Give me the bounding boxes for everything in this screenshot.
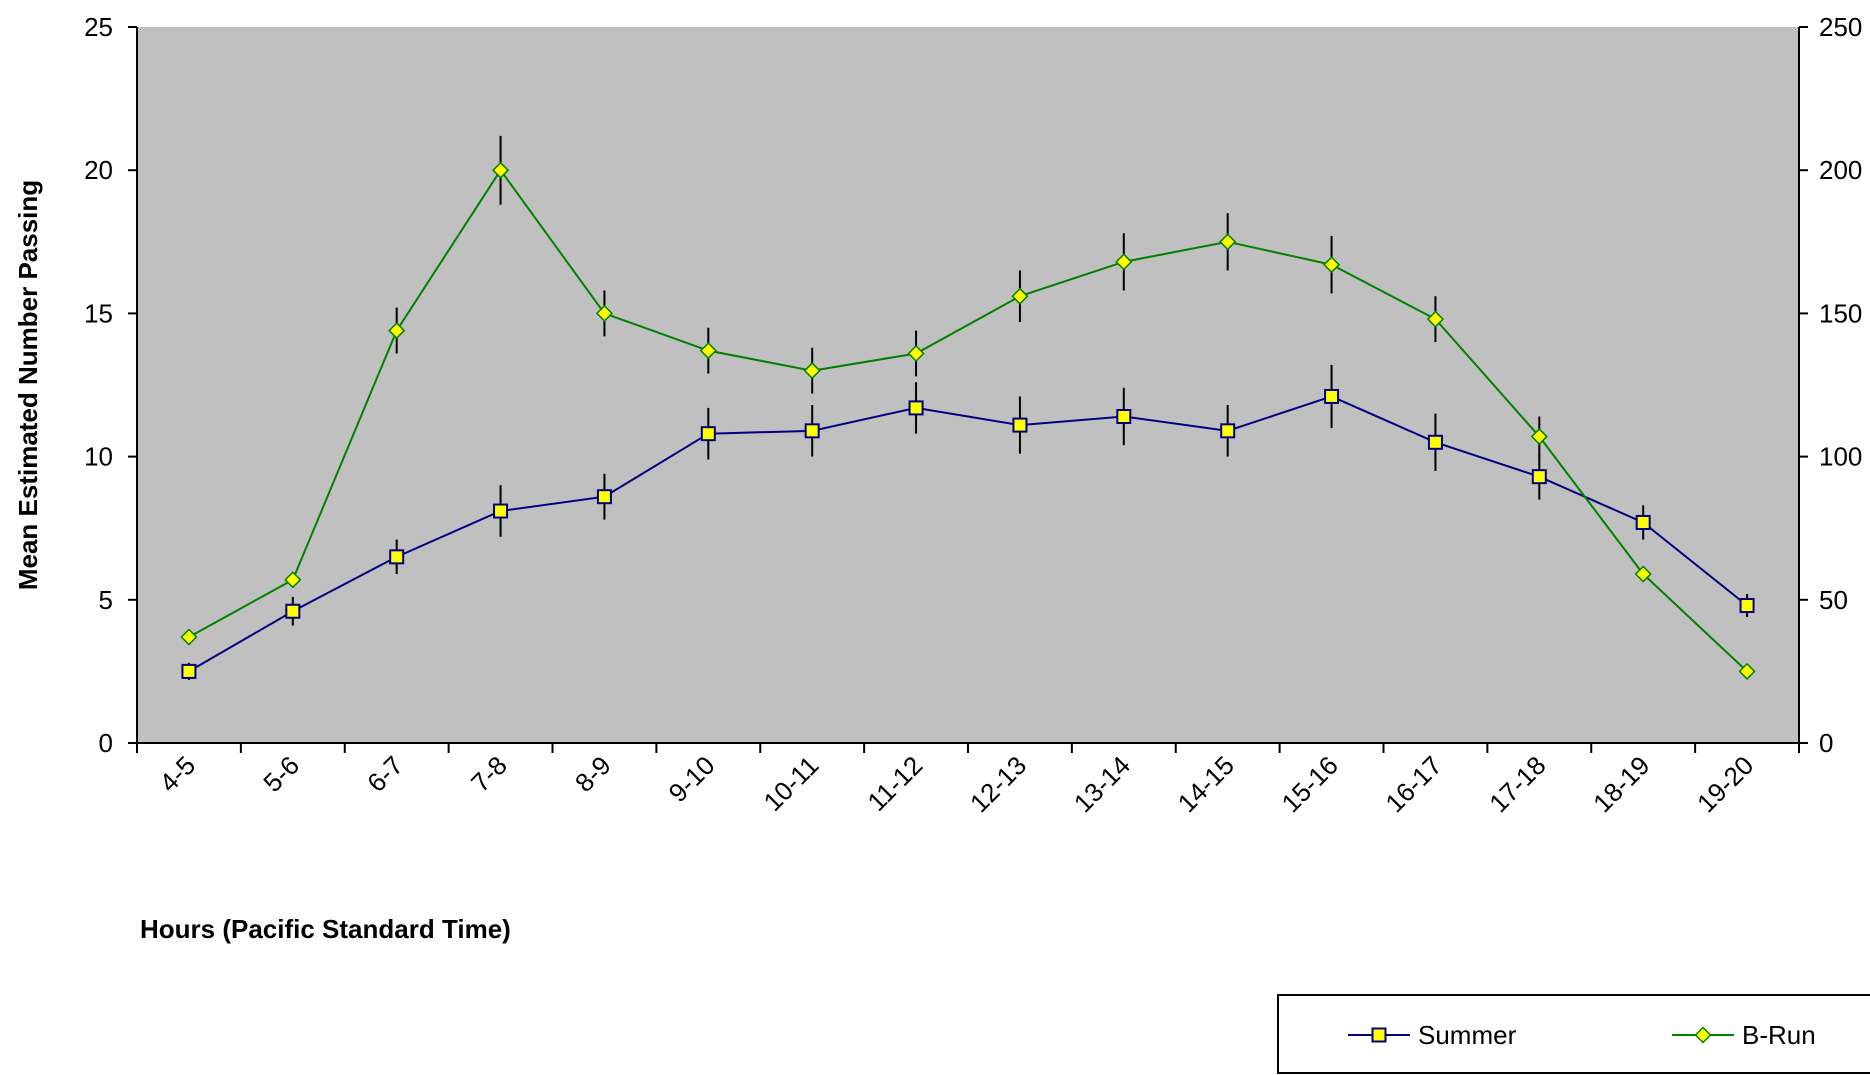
summer-point	[1531, 469, 1547, 485]
summer-point	[908, 400, 924, 416]
b-run-point	[1323, 256, 1341, 274]
x-tick-label: 9-10	[663, 750, 721, 808]
legend-summer-label: Summer	[1418, 1020, 1517, 1050]
summer-point	[1012, 417, 1028, 433]
plot-area	[137, 27, 1799, 743]
summer-point	[1739, 598, 1755, 614]
x-tick-label: 16-17	[1379, 750, 1447, 818]
summer-point	[1427, 434, 1443, 450]
y-tick-label-left: 25	[84, 12, 113, 42]
x-tick-label: 4-5	[153, 750, 201, 798]
b-run-point	[1426, 310, 1444, 328]
y-axis-title: Mean Estimated Number Passing	[13, 180, 43, 590]
b-run-point	[388, 322, 406, 340]
summer-point	[1116, 409, 1132, 425]
y-tick-label-right: 0	[1819, 728, 1833, 758]
y-tick-label-right: 50	[1819, 585, 1848, 615]
axes	[128, 26, 1808, 753]
b-run-point	[1634, 565, 1652, 583]
legend-b-run-label: B-Run	[1742, 1020, 1816, 1050]
b-run-point	[907, 344, 925, 363]
series-markers	[180, 161, 1756, 680]
summer-point	[181, 663, 197, 679]
b-run-series-line	[188, 168, 1748, 673]
b-run-point	[803, 362, 821, 380]
b-run-point	[595, 304, 613, 322]
x-tick-label: 18-19	[1587, 750, 1655, 818]
x-tick-label: 10-11	[758, 750, 825, 817]
series-lines	[188, 168, 1748, 673]
b-run-point	[492, 161, 510, 179]
summer-point	[1324, 388, 1340, 404]
x-tick-label: 17-18	[1483, 750, 1551, 818]
y-tick-label-left: 5	[99, 585, 113, 615]
summer-point	[493, 503, 509, 519]
b-run-point	[1011, 287, 1029, 305]
x-tick-label: 5-6	[257, 750, 305, 798]
x-tick-label: 6-7	[361, 750, 409, 798]
y-tick-label-left: 20	[84, 155, 113, 185]
summer-point	[700, 426, 716, 442]
y-tick-label-left: 15	[84, 298, 113, 328]
x-tick-label: 14-15	[1172, 750, 1240, 818]
summer-point	[596, 489, 612, 505]
x-tick-label: 7-8	[465, 750, 513, 798]
b-run-point	[1219, 233, 1237, 251]
b-run-point	[699, 342, 717, 360]
b-run-point	[1115, 253, 1133, 271]
b-run-point	[1738, 662, 1756, 680]
y-tick-label-right: 150	[1819, 298, 1862, 328]
y-tick-label-right: 200	[1819, 155, 1862, 185]
x-tick-label: 12-13	[964, 750, 1032, 818]
summer-point	[804, 423, 820, 439]
summer-point	[389, 549, 405, 565]
y-tick-label-left: 0	[99, 728, 113, 758]
y-tick-label-right: 250	[1819, 12, 1862, 42]
x-tick-label: 15-16	[1276, 750, 1344, 818]
summer-point	[1635, 514, 1651, 530]
b-run-point	[284, 571, 302, 589]
x-tick-label: 8-9	[569, 750, 617, 798]
b-run-point	[1530, 427, 1548, 446]
x-tick-label: 11-12	[861, 750, 928, 817]
legend-summer-marker	[1371, 1027, 1387, 1043]
y-tick-label-right: 100	[1819, 442, 1862, 472]
x-tick-label: 19-20	[1691, 750, 1759, 818]
summer-point	[285, 603, 301, 619]
x-axis-title: Hours (Pacific Standard Time)	[140, 914, 511, 944]
legend: Summer B-Run	[1277, 994, 1870, 1074]
summer-series-line	[188, 395, 1748, 673]
summer-point	[1220, 423, 1236, 439]
x-tick-label: 13-14	[1068, 750, 1136, 818]
legend-b-run-marker	[1694, 1026, 1712, 1044]
y-tick-label-left: 10	[84, 442, 113, 472]
b-run-point	[180, 628, 198, 646]
